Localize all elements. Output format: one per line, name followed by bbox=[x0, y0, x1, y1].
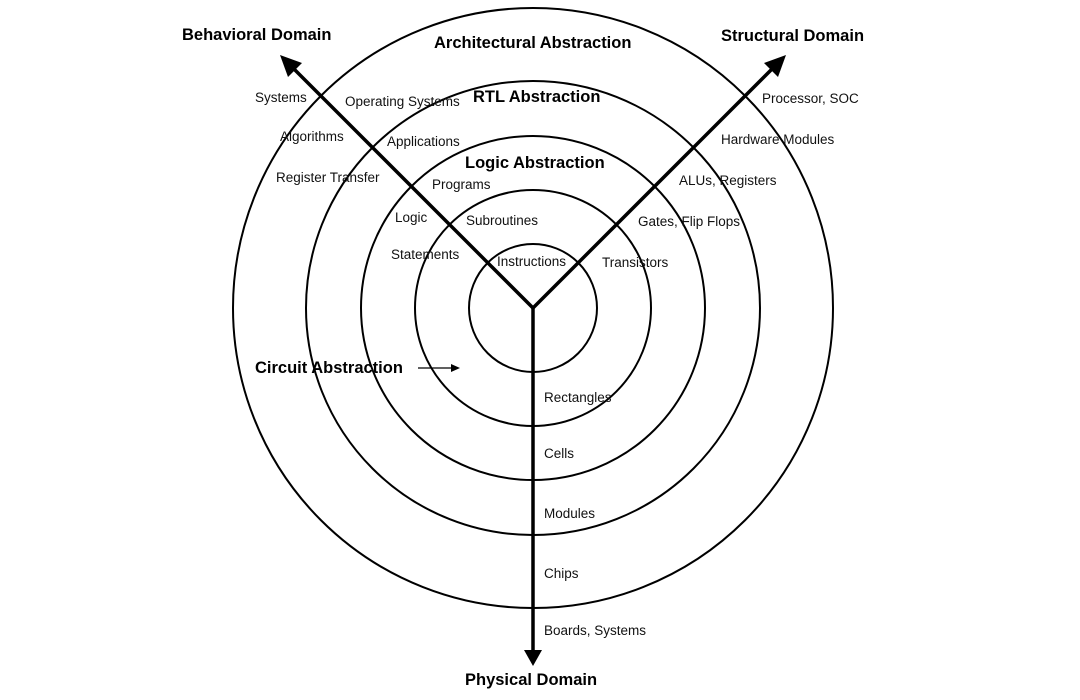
label-algorithms: Algorithms bbox=[280, 129, 344, 144]
label-modules: Modules bbox=[544, 506, 595, 521]
label-operating-systems: Operating Systems bbox=[345, 94, 460, 109]
label-programs: Programs bbox=[432, 177, 491, 192]
label-cells: Cells bbox=[544, 446, 574, 461]
behavioral-domain-title: Behavioral Domain bbox=[182, 26, 331, 44]
label-register-transfer: Register Transfer bbox=[276, 170, 380, 185]
label-rectangles: Rectangles bbox=[544, 390, 612, 405]
label-boards-systems: Boards, Systems bbox=[544, 623, 646, 638]
physical-arrowhead bbox=[524, 650, 542, 666]
label-systems: Systems bbox=[255, 90, 307, 105]
behavioral-arrowhead bbox=[280, 55, 302, 77]
label-hardware-modules: Hardware Modules bbox=[721, 132, 835, 147]
label-transistors: Transistors bbox=[602, 255, 669, 270]
rtl-abstraction-title: RTL Abstraction bbox=[473, 88, 600, 106]
logic-abstraction-title: Logic Abstraction bbox=[465, 154, 605, 172]
label-statements: Statements bbox=[391, 247, 460, 262]
label-gates-flip-flops: Gates, Flip Flops bbox=[638, 214, 740, 229]
circuit-pointer-arrowhead bbox=[451, 364, 460, 372]
label-applications: Applications bbox=[387, 134, 460, 149]
label-processor-soc: Processor, SOC bbox=[762, 91, 859, 106]
architectural-abstraction-title: Architectural Abstraction bbox=[434, 34, 631, 52]
label-logic: Logic bbox=[395, 210, 428, 225]
label-subroutines: Subroutines bbox=[466, 213, 538, 228]
structural-axis bbox=[531, 63, 778, 310]
circuit-abstraction-title: Circuit Abstraction bbox=[255, 359, 403, 377]
structural-domain-title: Structural Domain bbox=[721, 27, 864, 45]
physical-domain-title: Physical Domain bbox=[465, 671, 597, 689]
structural-arrowhead bbox=[764, 55, 786, 77]
label-chips: Chips bbox=[544, 566, 579, 581]
behavioral-axis bbox=[288, 63, 535, 310]
label-alus-registers: ALUs, Registers bbox=[679, 173, 777, 188]
label-instructions: Instructions bbox=[497, 254, 566, 269]
